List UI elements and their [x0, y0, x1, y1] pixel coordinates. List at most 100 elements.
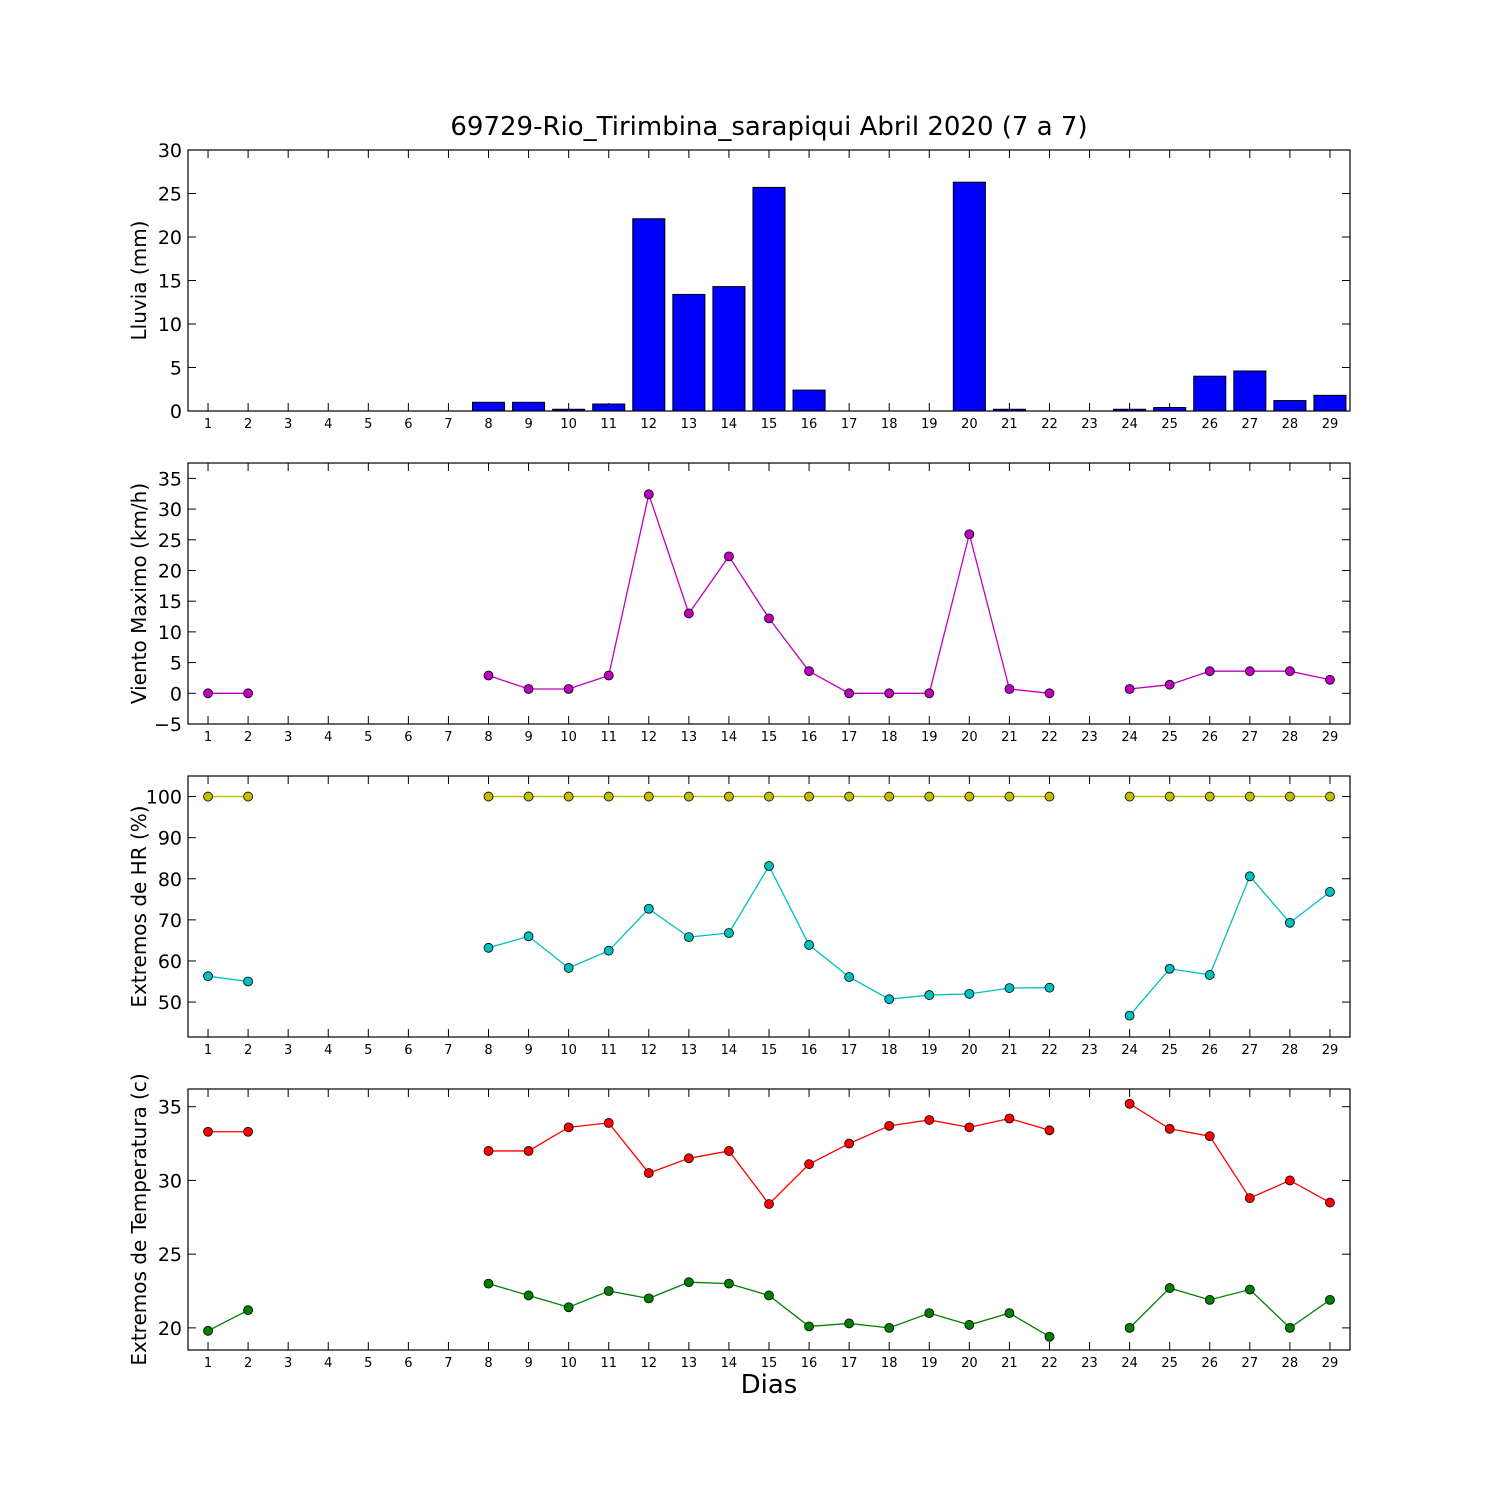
x-tick-label: 12 — [641, 417, 658, 432]
x-tick-label: 2 — [244, 1043, 252, 1058]
x-tick-label: 21 — [1001, 1043, 1018, 1058]
data-point — [523, 791, 534, 802]
y-axis-label: Viento Maximo (km/h) — [127, 483, 151, 704]
data-point — [1004, 684, 1015, 694]
data-point — [924, 688, 935, 699]
bar — [1193, 375, 1227, 412]
data-point — [1204, 1294, 1215, 1305]
y-axis-label: Lluvia (mm) — [127, 221, 151, 341]
data-point — [523, 1290, 534, 1301]
y-tick-label: 30 — [158, 499, 182, 521]
bar — [712, 286, 746, 412]
x-tick-label: 4 — [324, 730, 332, 745]
data-point — [243, 791, 254, 802]
x-tick-label: 4 — [324, 1043, 332, 1058]
data-point — [1044, 791, 1055, 802]
x-tick-label: 14 — [721, 417, 738, 432]
data-point — [724, 1278, 734, 1289]
x-tick-label: 17 — [841, 417, 858, 432]
x-tick-label: 23 — [1081, 1043, 1098, 1058]
y-tick-label: 25 — [158, 530, 182, 552]
x-tick-label: 25 — [1161, 730, 1178, 745]
data-point — [683, 791, 694, 802]
data-point — [523, 1146, 534, 1156]
y-tick-label: 5 — [170, 653, 182, 675]
data-point — [603, 945, 614, 956]
series-line — [1129, 1103, 1331, 1204]
data-point — [964, 529, 975, 540]
data-point — [884, 1322, 895, 1333]
x-tick-label: 29 — [1322, 417, 1339, 432]
y-tick-label: 50 — [158, 992, 182, 1014]
data-point — [1004, 983, 1015, 993]
data-point — [643, 489, 654, 500]
data-point — [483, 1278, 494, 1289]
x-tick-label: 3 — [284, 1356, 292, 1371]
series-line — [488, 491, 1050, 694]
data-point — [483, 1146, 494, 1156]
x-tick-label: 5 — [364, 1356, 372, 1371]
data-point — [1244, 666, 1255, 677]
data-point — [924, 990, 935, 1000]
x-tick-label: 13 — [681, 730, 698, 745]
data-point — [203, 791, 213, 802]
data-point — [1044, 1331, 1055, 1342]
data-point — [603, 791, 614, 802]
data-point — [1244, 791, 1255, 802]
data-point — [683, 932, 694, 943]
x-tick-label: 18 — [881, 730, 898, 745]
x-tick-label: 25 — [1161, 1043, 1178, 1058]
x-tick-label: 24 — [1121, 1043, 1138, 1058]
x-tick-label: 11 — [600, 1043, 617, 1058]
x-tick-label: 10 — [560, 1043, 577, 1058]
data-point — [1124, 1010, 1135, 1021]
data-point — [563, 791, 574, 802]
data-point — [483, 942, 494, 953]
x-tick-label: 23 — [1081, 1356, 1098, 1371]
x-tick-label: 26 — [1201, 1043, 1218, 1058]
x-tick-label: 3 — [284, 1043, 292, 1058]
data-point — [1284, 1175, 1295, 1186]
data-point — [203, 688, 213, 699]
data-point — [1325, 791, 1335, 802]
data-point — [603, 1118, 614, 1128]
bar — [952, 181, 986, 412]
data-point — [1204, 970, 1215, 980]
x-tick-label: 29 — [1322, 1356, 1339, 1371]
data-point — [643, 1168, 654, 1178]
data-point — [924, 791, 935, 802]
data-point — [964, 988, 975, 999]
data-point — [203, 971, 213, 982]
x-tick-label: 10 — [560, 730, 577, 745]
data-point — [1284, 917, 1295, 928]
x-tick-label: 17 — [841, 1043, 858, 1058]
x-tick-label: 7 — [444, 417, 452, 432]
y-tick-label: 10 — [158, 314, 182, 336]
data-point — [844, 972, 855, 982]
x-axis-label: Dias — [740, 1370, 798, 1400]
x-tick-label: 17 — [841, 1356, 858, 1371]
data-point — [1004, 1308, 1015, 1319]
x-tick-label: 15 — [761, 417, 778, 432]
x-tick-label: 11 — [600, 1356, 617, 1371]
plot-frame — [187, 462, 1351, 725]
data-point — [844, 1138, 855, 1149]
data-point — [563, 684, 574, 694]
data-point — [1044, 982, 1055, 993]
x-tick-label: 12 — [641, 1356, 658, 1371]
x-tick-label: 12 — [641, 1043, 658, 1058]
x-tick-label: 5 — [364, 730, 372, 745]
data-point — [1164, 679, 1175, 690]
x-tick-label: 23 — [1081, 417, 1098, 432]
x-tick-label: 16 — [801, 730, 818, 745]
bar — [471, 401, 506, 412]
y-tick-label: 30 — [158, 140, 182, 162]
data-point — [603, 670, 614, 681]
data-point — [924, 1115, 935, 1125]
bar — [1273, 400, 1307, 412]
data-point — [1284, 791, 1295, 802]
data-point — [1124, 684, 1135, 694]
x-tick-label: 3 — [284, 730, 292, 745]
